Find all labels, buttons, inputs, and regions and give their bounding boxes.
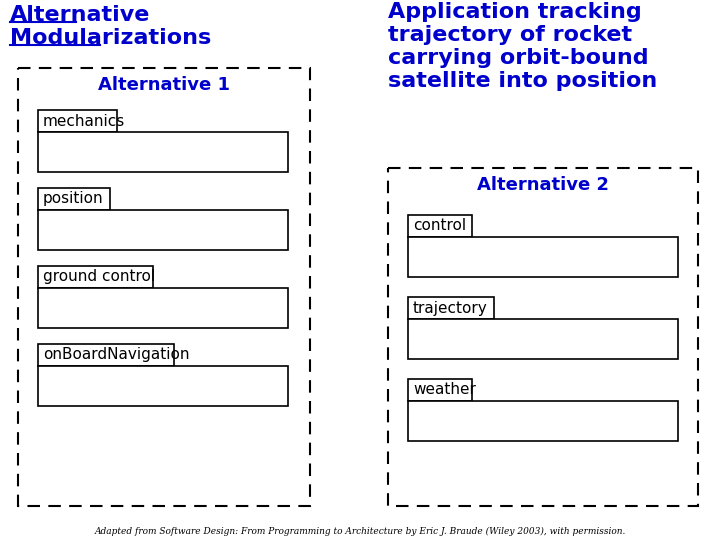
Text: control: control — [413, 219, 466, 233]
Text: Alternative: Alternative — [10, 5, 150, 25]
Text: onBoardNavigation: onBoardNavigation — [43, 348, 189, 362]
Text: Application tracking: Application tracking — [388, 2, 642, 22]
Bar — [408, 401, 678, 441]
Text: ground control: ground control — [43, 269, 155, 285]
Bar — [38, 110, 117, 132]
Text: satellite into position: satellite into position — [388, 71, 657, 91]
Text: trajectory: trajectory — [413, 300, 487, 315]
Text: carrying orbit-bound: carrying orbit-bound — [388, 48, 649, 68]
Bar — [38, 288, 288, 328]
Bar — [408, 297, 494, 319]
Bar — [408, 215, 472, 237]
Text: weather: weather — [413, 382, 476, 397]
Bar — [18, 68, 310, 506]
Text: trajectory of rocket: trajectory of rocket — [388, 25, 632, 45]
Bar — [408, 379, 472, 401]
Bar — [38, 210, 288, 250]
Bar — [38, 266, 153, 288]
Text: Modularizations: Modularizations — [10, 28, 211, 48]
Text: Adapted from Software Design: From Programming to Architecture by Eric J. Braude: Adapted from Software Design: From Progr… — [94, 527, 626, 536]
Bar — [408, 319, 678, 359]
Text: mechanics: mechanics — [43, 113, 125, 129]
Bar — [408, 237, 678, 277]
Bar — [38, 188, 109, 210]
Bar — [388, 168, 698, 506]
Text: Alternative 1: Alternative 1 — [98, 76, 230, 94]
Bar — [38, 366, 288, 406]
Bar — [38, 344, 174, 366]
Text: Alternative 2: Alternative 2 — [477, 176, 609, 194]
Text: position: position — [43, 192, 104, 206]
Bar — [38, 132, 288, 172]
